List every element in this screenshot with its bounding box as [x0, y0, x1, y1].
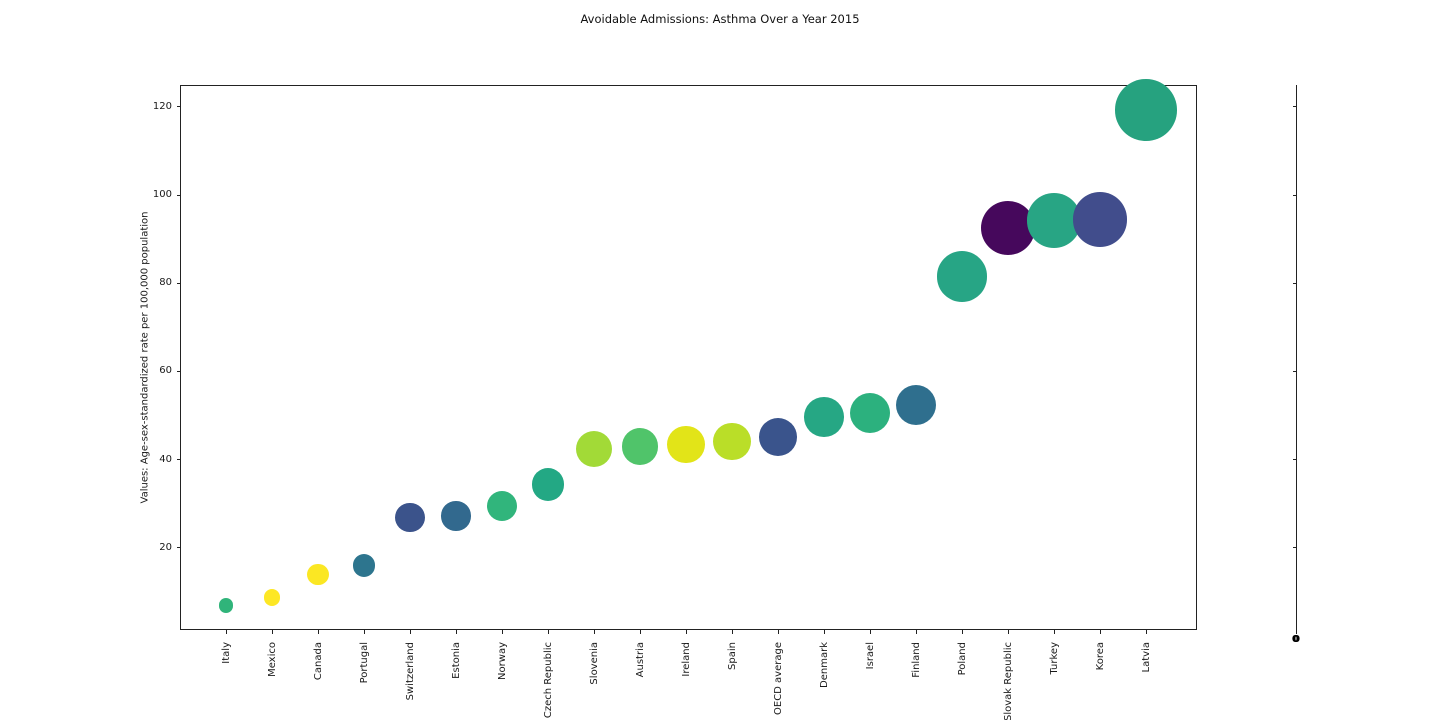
y-tick-mark [176, 547, 180, 549]
secondary-axis-tick-mark [1292, 459, 1296, 461]
bubble-mexico [263, 589, 281, 606]
x-tick-mark [686, 630, 687, 634]
y-tick-label: 40 [159, 453, 172, 465]
x-tick-mark [962, 630, 963, 634]
secondary-axis-spine [1296, 85, 1298, 634]
x-tick-mark [732, 630, 733, 634]
x-tick-mark [502, 630, 503, 634]
chart-title: Avoidable Admissions: Asthma Over a Year… [580, 12, 860, 26]
bubble-latvia [1115, 79, 1177, 141]
plot-area [180, 85, 1197, 630]
secondary-axis-tick-mark [1292, 282, 1296, 284]
bubble-korea [1072, 191, 1128, 247]
xtick-label-korea: Korea [1094, 642, 1106, 671]
xtick-label-finland: Finland [910, 642, 922, 678]
y-tick-label: 120 [152, 100, 172, 112]
xtick-label-austria: Austria [634, 642, 646, 678]
bubble-norway [486, 490, 518, 522]
xtick-label-latvia: Latvia [1140, 642, 1152, 673]
xtick-label-norway: Norway [496, 642, 508, 680]
x-tick-mark [1146, 630, 1147, 634]
xtick-label-switzerland: Switzerland [404, 642, 416, 701]
xtick-label-poland: Poland [956, 642, 968, 676]
y-tick-mark [176, 106, 180, 108]
x-tick-mark [870, 630, 871, 634]
bubble-canada [307, 563, 329, 585]
y-tick-label: 100 [152, 189, 172, 200]
xtick-label-slovak-republic: Slovak Republic [1002, 642, 1014, 720]
x-tick-mark [778, 630, 779, 634]
y-tick-mark [176, 370, 180, 372]
bubble-slovak-republic [980, 201, 1036, 256]
bubble-oecd-average [759, 417, 797, 456]
x-tick-mark [594, 630, 595, 634]
bubble-estonia [441, 501, 471, 531]
y-tick-mark [176, 282, 180, 284]
y-tick-mark [176, 459, 180, 461]
y-tick-label: 60 [159, 365, 172, 377]
x-tick-mark [640, 630, 641, 634]
xtick-label-ireland: Ireland [680, 642, 692, 677]
bubble-poland [936, 250, 988, 302]
x-tick-mark [364, 630, 365, 634]
bubble-ireland [667, 425, 705, 463]
bubble-israel [850, 392, 890, 433]
bubble-austria [621, 428, 659, 466]
bubble-italy [218, 597, 234, 613]
x-tick-mark [916, 630, 917, 634]
xtick-label-mexico: Mexico [266, 642, 278, 677]
y-tick-label: 80 [159, 277, 172, 289]
xtick-label-slovenia: Slovenia [588, 642, 600, 685]
x-tick-mark [1100, 630, 1101, 634]
bubble-czech-republic [531, 467, 565, 501]
x-tick-mark [1008, 630, 1009, 634]
secondary-axis-tick-mark [1292, 194, 1296, 196]
bubble-spain [713, 422, 751, 461]
y-tick-mark [176, 194, 180, 196]
x-tick-mark [226, 630, 227, 634]
xtick-label-estonia: Estonia [450, 642, 462, 679]
bubble-portugal [352, 554, 376, 577]
x-tick-mark [272, 630, 273, 634]
xtick-label-denmark: Denmark [818, 642, 830, 688]
x-tick-mark [548, 630, 549, 634]
secondary-axis-tick-mark [1292, 370, 1296, 372]
x-tick-mark [456, 630, 457, 634]
bubble-switzerland [395, 502, 425, 532]
secondary-axis-zero-label: 0 [1292, 634, 1300, 645]
bubble-slovenia [575, 430, 613, 468]
x-tick-mark [824, 630, 825, 634]
bubble-denmark [804, 397, 844, 437]
xtick-label-italy: Italy [220, 642, 232, 664]
secondary-axis-tick-mark [1292, 547, 1296, 549]
xtick-label-spain: Spain [726, 642, 738, 670]
xtick-label-portugal: Portugal [358, 642, 370, 684]
y-tick-label: 20 [159, 541, 172, 553]
xtick-label-oecd-average: OECD average [772, 642, 784, 715]
bubble-turkey [1026, 193, 1082, 248]
y-axis-label: Values: Age-sex-standardized rate per 10… [139, 211, 151, 503]
xtick-label-canada: Canada [312, 642, 324, 681]
xtick-label-czech-republic: Czech Republic [542, 642, 554, 719]
secondary-axis-tick-mark [1292, 106, 1296, 108]
x-tick-mark [410, 630, 411, 634]
bubble-finland [895, 384, 937, 426]
xtick-label-turkey: Turkey [1048, 642, 1060, 675]
xtick-label-israel: Israel [864, 642, 876, 670]
x-tick-mark [1054, 630, 1055, 634]
x-tick-mark [318, 630, 319, 634]
